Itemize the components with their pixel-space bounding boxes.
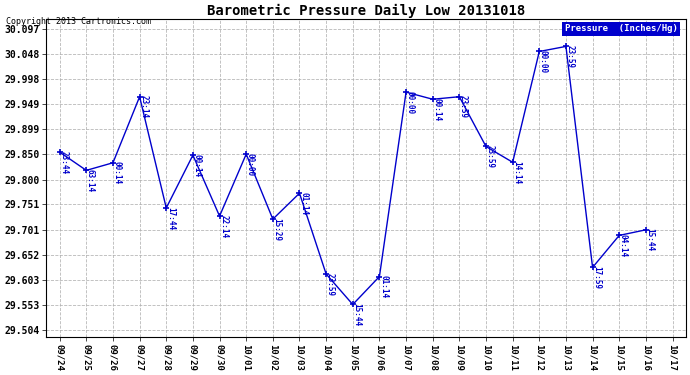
Text: 15:29: 15:29 <box>273 218 282 241</box>
Text: 17:44: 17:44 <box>166 207 175 230</box>
Text: 22:14: 22:14 <box>219 215 228 238</box>
Text: 04:14: 04:14 <box>619 234 628 257</box>
Text: 23:59: 23:59 <box>459 95 468 118</box>
Text: 01:14: 01:14 <box>299 192 308 215</box>
Text: 15:44: 15:44 <box>646 228 655 252</box>
Text: 00:14: 00:14 <box>433 98 442 121</box>
Title: Barometric Pressure Daily Low 20131018: Barometric Pressure Daily Low 20131018 <box>207 4 525 18</box>
Text: 23:59: 23:59 <box>326 273 335 296</box>
Text: 00:14: 00:14 <box>193 154 201 177</box>
Text: 00:00: 00:00 <box>246 153 255 176</box>
Text: 23:14: 23:14 <box>139 95 148 118</box>
Text: Pressure  (Inches/Hg): Pressure (Inches/Hg) <box>564 24 678 33</box>
Text: 01:14: 01:14 <box>379 275 388 298</box>
Text: 00:14: 00:14 <box>112 161 121 184</box>
Text: 23:59: 23:59 <box>486 145 495 168</box>
Text: 23:44: 23:44 <box>59 151 68 174</box>
Text: Copyright 2013 Cartronics.com: Copyright 2013 Cartronics.com <box>6 17 150 26</box>
Text: 00:00: 00:00 <box>539 50 548 73</box>
Text: 15:44: 15:44 <box>353 303 362 326</box>
Text: 17:59: 17:59 <box>592 266 601 289</box>
Text: 14:14: 14:14 <box>512 161 522 184</box>
Text: 00:00: 00:00 <box>406 91 415 114</box>
Text: 63:14: 63:14 <box>86 169 95 192</box>
Text: 23:59: 23:59 <box>566 45 575 68</box>
